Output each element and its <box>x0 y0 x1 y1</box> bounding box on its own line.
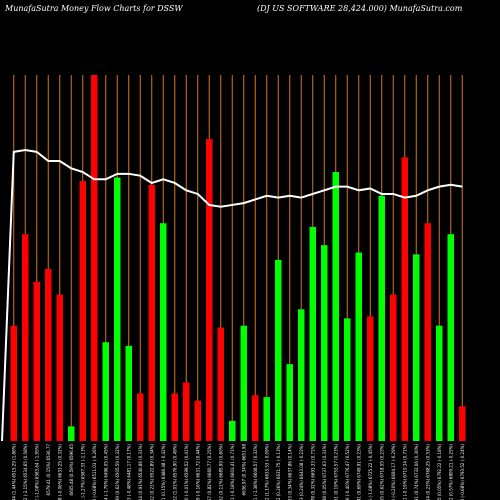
x-tick-label: 6675.41 (-0.19%) 6710.34 (0.71%) <box>402 444 407 500</box>
chart-title: MunafaSutra Money Flow Charts for DSSW <box>5 4 183 13</box>
bar <box>194 400 201 441</box>
x-tick-label: 6614.51 (-0.18%) 6603.41 (0.71%) <box>230 444 235 500</box>
bar <box>309 226 316 441</box>
x-tick-label: 6576.30 (-0.01%) 6599.52 (0.41%) <box>184 444 189 500</box>
x-tick-label: 6423.92 (-2.15%) 6534.65 (0.58%) <box>23 444 28 500</box>
bar <box>68 426 75 441</box>
x-tick-label: 6580.08 (-0.06%) 6633.25 (0.32%) <box>57 444 62 500</box>
x-tick-label: 6626.62 (0.11%) 6685.99 (0.60%) <box>218 444 223 500</box>
bar <box>240 325 247 441</box>
x-tick-label: 6677.43 (0.24%) 6643.08 (-0.23%) <box>299 444 304 500</box>
x-tick-label: 6743.25 (0.05%) 6792.22 (-0.18%) <box>437 444 442 500</box>
bar <box>171 393 178 441</box>
x-tick-label: 6504.12 (0.21%) 6522.89 (0.34%) <box>149 444 154 500</box>
bar <box>229 420 236 441</box>
bar <box>56 294 63 441</box>
bar <box>160 223 167 441</box>
x-tick-label: 6545.21 (-1.38%) 6608.57 (0.32%) <box>253 444 258 500</box>
x-tick-label: 6660.45 (-1.08%) 6725.22 (-0.45%) <box>368 444 373 500</box>
x-tick-label: 6513.61 (0.15%) 6486.48 (-0.42%) <box>161 444 166 500</box>
bar <box>114 177 121 442</box>
x-tick-label: 6701.55 (0.62%) 6718.55 (0.23%) <box>379 444 384 500</box>
bar <box>344 318 351 441</box>
bar <box>102 342 109 441</box>
bar <box>355 252 362 441</box>
bar <box>275 259 282 441</box>
bar <box>22 234 29 441</box>
x-tick-label: 6661.33 (0.34%) 6637.86 (0.14%) <box>287 444 292 500</box>
x-tick-label: 6579.41 (0.15%) 6536.77 <box>46 444 51 496</box>
x-tick-label: 6619.57 (0.82%) 6660.77 (0.25%) <box>207 444 212 500</box>
bar <box>91 75 98 441</box>
x-tick-label: 6638.72 (0.26%) 6631.75 (-0.13%) <box>276 444 281 500</box>
bar <box>217 327 224 441</box>
bar <box>206 139 213 442</box>
bar <box>436 325 443 441</box>
x-tick-label: 6547.31 (-1.27%) 6587.33 (-1.13%) <box>80 444 85 500</box>
x-tick-label: 6735.38 (-0.68%) 6793.52 (-0.24%) <box>460 444 465 500</box>
x-tick-label: 6491.14 (0.91%) 6540.86 (0.31%) <box>138 444 143 500</box>
x-tick-label: 6513.92 (-1.08%) 6583.64 (-1.95%) <box>34 444 39 500</box>
x-tick-label: 6781.62 (0.57%) 6809.21 (-0.25%) <box>448 444 453 500</box>
bar <box>298 309 305 441</box>
bar <box>390 294 397 441</box>
x-tick-label: 6553.44 (1.44%) 6515.29 (1.86%) <box>11 444 16 500</box>
x-tick-label: 6636.97 (0.34%) 6651.98 <box>241 444 246 496</box>
bar <box>321 245 328 441</box>
bar <box>263 397 270 441</box>
bar <box>447 234 454 441</box>
x-tick-label: 6621.82 (1.17%) 6633.53 (-0.09%) <box>264 444 269 500</box>
bar <box>125 345 132 441</box>
bar <box>45 268 52 441</box>
x-tick-label: 6733.41 (0.69%) 6749.91 (0.23%) <box>356 444 361 500</box>
x-tick-label: 6605.48 (0.59%) 6596.65 <box>69 444 74 496</box>
x-tick-label: 6740.14 (0.23%) 6768.25 (0.53%) <box>425 444 430 500</box>
bar <box>183 382 190 441</box>
x-tick-label: 6502.88 (-0.68%) 6511.03 (-0.26%) <box>92 444 97 500</box>
x-tick-label: 6714.51 (0.19%) 6753.57 (0.23%) <box>333 444 338 500</box>
chart-subtitle: (DJ US SOFTWARE 28,424.000) MunafaSutra.… <box>257 4 463 13</box>
x-tick-label: 6698.78 (0.32%) 6693.33 (0.71%) <box>310 444 315 500</box>
bar <box>332 171 339 442</box>
x-tick-label: 6724.91 (0.74%) 6732.06 (0.30%) <box>414 444 419 500</box>
bar <box>10 325 17 441</box>
bar <box>378 195 385 441</box>
x-tick-label: 6432.73 (-0.48%) 6481.17 (0.17%) <box>126 444 131 500</box>
bar <box>79 181 86 441</box>
money-flow-line <box>1 149 463 442</box>
bar <box>33 281 40 441</box>
x-tick-label: 6579.22 (1.01%) 6576.90 (0.49%) <box>172 444 177 500</box>
bar <box>252 395 259 441</box>
x-tick-label: 6688.33 (-0.20%) 6694.17 (-0.29%) <box>391 444 396 500</box>
bar <box>367 316 374 441</box>
x-tick-label: 6701.88 (0.05%) 6737.63 (0.31%) <box>322 444 327 500</box>
x-tick-label: 6463.89 (0.62%) 6505.59 (0.32%) <box>115 444 120 500</box>
bar <box>148 184 155 442</box>
x-tick-label: 6687.46 (-0.40%) 6776.47 (0.52%) <box>345 444 350 500</box>
x-tick-label: 6565.69 (-0.16%) 6631.72 (0.44%) <box>195 444 200 500</box>
bar <box>137 393 144 441</box>
bar <box>286 364 293 441</box>
x-tick-label: 6423.34 (-1.79%) 6496.05 (0.45%) <box>103 444 108 500</box>
bar <box>424 223 431 441</box>
bar <box>401 157 408 441</box>
bar <box>459 406 466 441</box>
bar <box>413 254 420 441</box>
